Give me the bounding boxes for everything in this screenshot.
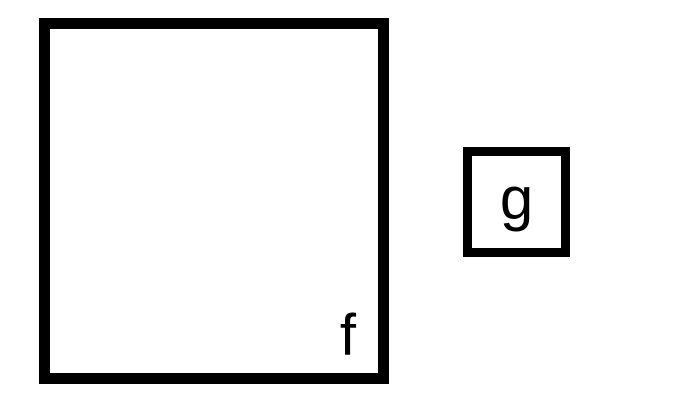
box-g-label: g xyxy=(499,165,534,232)
box-g: g xyxy=(463,147,570,257)
box-f: f xyxy=(39,18,389,384)
box-f-label: f xyxy=(339,303,356,368)
